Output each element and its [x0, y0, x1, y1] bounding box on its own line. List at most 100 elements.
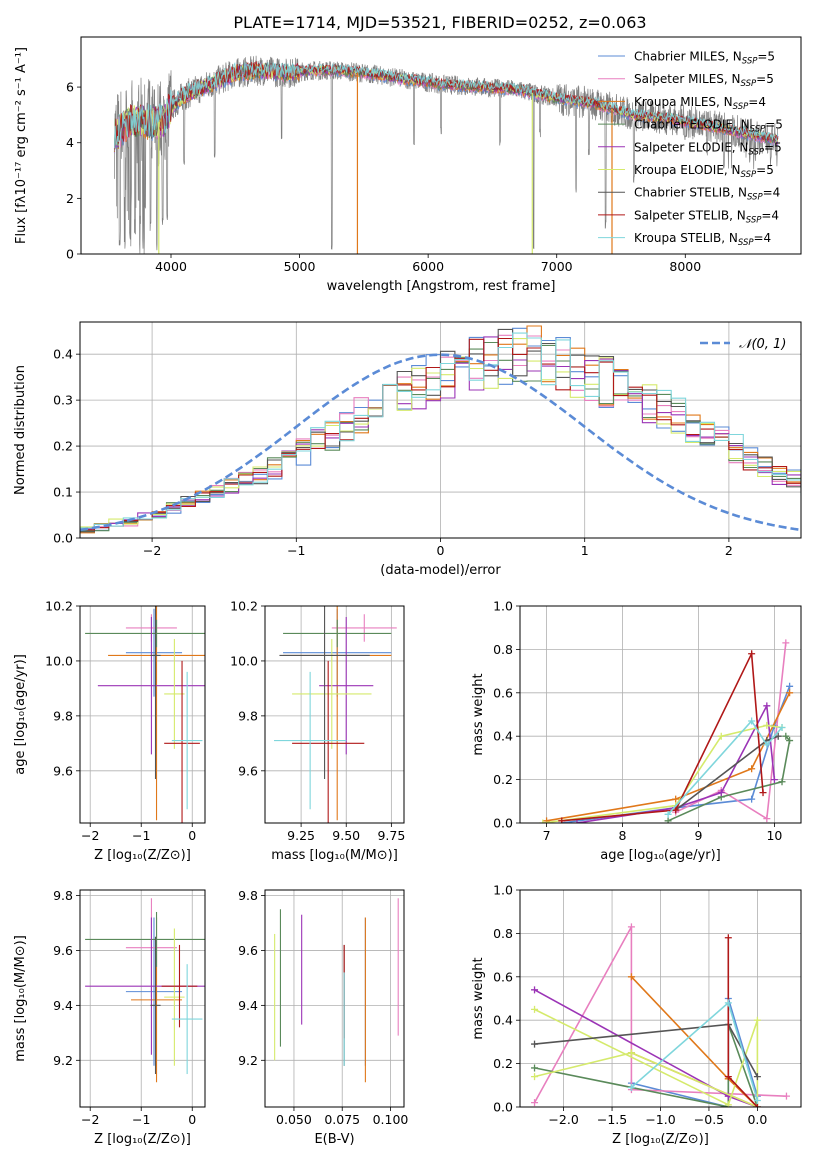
residual-hist-ylabel: Normed distribution — [13, 365, 28, 495]
weight-vs-z-xtick-label: −1.5 — [597, 1112, 627, 1127]
age-vs-mass-errorbar — [292, 638, 372, 749]
weight-vs-age-ytick-label: 0.8 — [493, 642, 513, 657]
spectrum-ytick-label: 2 — [66, 191, 74, 206]
residual-hist-xtick-label: −2 — [143, 543, 161, 558]
age-vs-z-ytick-label: 10.0 — [45, 653, 73, 668]
age-vs-mass-panel: 9.25 9.50 9.75 9.6 9.8 10.0 10.2 mass [log₁₀(M/… — [230, 599, 405, 864]
weight-vs-age-marker — [782, 639, 790, 647]
age-vs-mass-errorbar — [283, 619, 392, 648]
weight-vs-z-marker — [753, 1073, 761, 1081]
mass-vs-ebv-ytick-label: 9.8 — [238, 888, 258, 903]
residual-hist-xtick-label: 2 — [725, 543, 733, 558]
age-vs-z-errorbar — [164, 660, 200, 823]
residual-hist-ytick-label: 0.3 — [53, 393, 73, 408]
weight-vs-z-ytick-label: 1.0 — [493, 883, 513, 898]
weight-vs-age-panel: 7 8 9 10 0.0 0.2 0.4 0.6 0.8 1.0 age [log₁₀(age/yr… — [471, 599, 802, 863]
weight-vs-age-marker — [778, 724, 786, 732]
legend-label: Chabrier ELODIE, NSSP=5 — [634, 118, 783, 135]
weight-vs-age-series-9 — [667, 719, 783, 815]
weight-vs-age-marker — [664, 817, 672, 823]
weight-vs-age-marker — [672, 795, 680, 803]
spectrum-ylabel: Flux [fλ10⁻¹⁷ erg cm⁻² s⁻¹ A⁻¹] — [14, 47, 29, 244]
weight-vs-z-marker — [627, 923, 635, 931]
residual-hist-ytick-label: 0.2 — [53, 439, 73, 454]
spectrum-panel: 4000 5000 6000 7000 8000 0 2 4 6 wavelength [Angs… — [14, 36, 802, 294]
spectrum-xlabel: wavelength [Angstrom, rest frame] — [327, 279, 556, 294]
age-vs-mass-ytick-label: 10.2 — [230, 599, 258, 614]
mass-vs-z-xlabel: Z [log₁₀(Z/Z⊙)] — [94, 1132, 191, 1147]
mass-vs-z-ticks: −2 −1 0 9.2 9.4 9.6 9.8 — [53, 888, 205, 1127]
age-vs-mass-xlabel: mass [log₁₀(M/M⊙)] — [271, 848, 398, 863]
age-vs-z-errorbar — [125, 608, 183, 697]
weight-vs-age-marker — [748, 765, 756, 773]
residual-hist-panel: −2 −1 0 1 2 0.0 0.1 0.2 0.3 0.4 (data-model)/error… — [13, 321, 802, 578]
weight-vs-age-ytick-label: 0.6 — [493, 685, 513, 700]
legend-label: Chabrier STELIB, NSSP=4 — [634, 186, 780, 203]
weight-vs-age-ticks: 7 8 9 10 0.0 0.2 0.4 0.6 0.8 1.0 — [493, 599, 801, 843]
legend-label: Kroupa ELODIE, NSSP=5 — [634, 163, 774, 180]
spectrum-axes-frame — [80, 36, 802, 255]
mass-vs-ebv-xtick-label: 0.100 — [373, 1112, 409, 1127]
spectrum-plot-area — [113, 55, 779, 254]
mass-vs-z-xtick-label: 0 — [188, 1112, 196, 1127]
residual-hist-plot-area — [80, 325, 801, 534]
weight-vs-age-series-8 — [561, 650, 764, 822]
weight-vs-age-ytick-label: 0.0 — [493, 816, 513, 831]
age-vs-z-ytick-label: 9.8 — [53, 708, 73, 723]
figure-title: PLATE=1714, MJD=53521, FIBERID=0252, z=0… — [233, 13, 646, 32]
weight-vs-age-marker — [763, 815, 771, 823]
mass-vs-z-axes-frame — [79, 889, 206, 1108]
weight-vs-age-marker — [786, 737, 794, 745]
weight-vs-z-axes-frame — [519, 889, 802, 1108]
weight-vs-age-marker — [717, 732, 725, 740]
mass-vs-ebv-ytick-label: 9.4 — [238, 998, 258, 1013]
age-vs-z-xtick-label: −2 — [81, 828, 99, 843]
weight-vs-age-xtick-label: 9 — [694, 828, 702, 843]
weight-vs-z-marker — [531, 1005, 539, 1013]
weight-vs-age-xlabel: age [log₁₀(age/yr)] — [600, 848, 721, 863]
spectrum-ytick-label: 4 — [66, 135, 74, 150]
weight-vs-age-marker — [748, 795, 756, 803]
model-spectrum-9 — [113, 61, 779, 149]
weight-vs-z-marker — [531, 1040, 539, 1048]
age-vs-z-xtick-label: 0 — [188, 828, 196, 843]
mass-vs-z-errorbar — [161, 944, 198, 1028]
age-vs-z-ylabel: age [log₁₀(age/yr)] — [13, 654, 28, 775]
weight-vs-z-marker — [531, 1073, 539, 1081]
weight-vs-age-ytick-label: 1.0 — [493, 599, 513, 614]
mass-vs-z-ytick-label: 9.6 — [53, 943, 73, 958]
mass-vs-ebv-plot-area — [274, 898, 399, 1083]
residual-histogram-9 — [80, 332, 801, 529]
weight-vs-age-marker — [672, 806, 680, 814]
mass-vs-z-ytick-label: 9.8 — [53, 888, 73, 903]
weight-vs-z-marker — [724, 999, 732, 1007]
legend-label: Kroupa MILES, NSSP=4 — [634, 95, 766, 112]
weight-vs-age-plot-area — [539, 639, 794, 823]
weight-vs-z-xtick-label: −1.0 — [645, 1112, 675, 1127]
residual-hist-ticks: −2 −1 0 1 2 0.0 0.1 0.2 0.3 0.4 — [53, 322, 801, 558]
mass-vs-ebv-axes-frame — [264, 889, 405, 1108]
weight-vs-age-marker — [558, 817, 566, 823]
weight-vs-age-series-3 — [546, 692, 791, 822]
age-vs-mass-axes-frame — [264, 605, 405, 824]
spectrum-xtick-label: 7000 — [541, 259, 573, 274]
residual-hist-xtick-label: 0 — [437, 543, 445, 558]
spectrum-ytick-label: 0 — [66, 247, 74, 262]
age-vs-mass-ytick-label: 10.0 — [230, 653, 258, 668]
mass-vs-z-plot-area — [85, 898, 205, 1083]
weight-vs-age-marker — [763, 721, 771, 729]
weight-vs-z-marker — [724, 934, 732, 942]
residual-hist-axes-frame — [79, 321, 802, 539]
age-vs-z-errorbar — [164, 638, 185, 749]
weight-vs-age-xtick-label: 8 — [619, 828, 627, 843]
weight-vs-age-marker — [543, 817, 551, 823]
mass-vs-ebv-panel: 0.050 0.075 0.100 9.2 9.4 9.6 9.8 E(B-V) — [238, 888, 408, 1147]
weight-vs-z-ytick-label: 0.8 — [493, 926, 513, 941]
age-vs-z-ytick-label: 9.6 — [53, 763, 73, 778]
spectrum-xtick-label: 6000 — [412, 259, 444, 274]
age-vs-z-plot-area — [85, 606, 205, 823]
spectrum-xtick-label: 4000 — [155, 259, 187, 274]
weight-vs-age-marker — [748, 650, 756, 658]
mass-vs-z-errorbar — [85, 911, 205, 967]
